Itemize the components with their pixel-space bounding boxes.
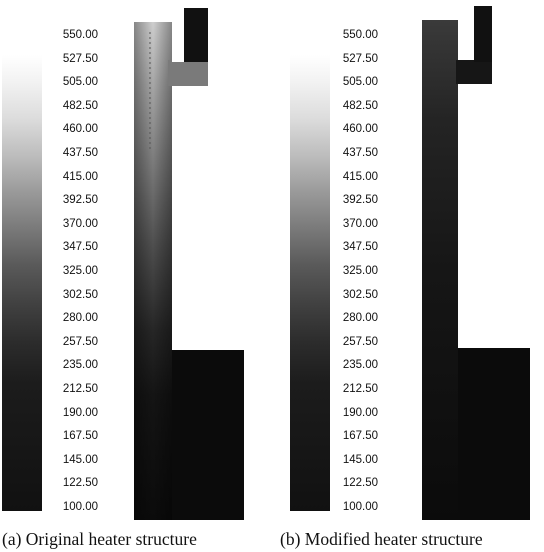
tick-label: 437.50 — [342, 146, 378, 159]
tick-label: 437.50 — [62, 146, 98, 159]
tick-label: 325.00 — [62, 264, 98, 277]
tick-label: 302.50 — [342, 288, 378, 301]
heater-temperature-field — [422, 6, 530, 520]
tick-label: 415.00 — [62, 170, 98, 183]
tick-label: 460.00 — [62, 123, 98, 136]
heater-upper-block — [184, 8, 208, 62]
tick-label: 370.00 — [342, 217, 378, 230]
tick-label: 482.50 — [62, 99, 98, 112]
tick-label: 302.50 — [62, 288, 98, 301]
tick-label: 527.50 — [342, 52, 378, 65]
tick-label: 280.00 — [62, 312, 98, 325]
tick-label: 505.00 — [62, 76, 98, 89]
tick-label: 235.00 — [342, 359, 378, 372]
tick-label: 122.50 — [62, 477, 98, 490]
tick-label: 167.50 — [62, 430, 98, 443]
tick-label: 122.50 — [342, 477, 378, 490]
colorbar-tick-labels: 550.00 527.50 505.00 482.50 460.00 437.5… — [330, 24, 378, 519]
tick-label: 482.50 — [342, 99, 378, 112]
heater-base — [458, 348, 530, 520]
heater-arm — [168, 60, 208, 86]
tick-label: 347.50 — [62, 241, 98, 254]
tick-label: 347.50 — [342, 241, 378, 254]
tick-label: 235.00 — [62, 359, 98, 372]
tick-label: 415.00 — [342, 170, 378, 183]
tick-label: 370.00 — [62, 217, 98, 230]
caption-modified: (b) Modified heater structure — [280, 529, 483, 549]
heater-arm — [456, 60, 492, 84]
heater-column-shade — [134, 22, 172, 520]
panel-modified: 550.00 527.50 505.00 482.50 460.00 437.5… — [272, 0, 544, 552]
tick-label: 212.50 — [62, 382, 98, 395]
temperature-colorbar — [2, 55, 42, 511]
tick-label: 325.00 — [342, 264, 378, 277]
tick-label: 190.00 — [62, 406, 98, 419]
heater-base — [172, 350, 244, 520]
heater-temperature-field — [134, 8, 244, 520]
tick-label: 505.00 — [342, 76, 378, 89]
tick-label: 550.00 — [342, 29, 378, 41]
tick-label: 145.00 — [62, 453, 98, 466]
tick-label: 527.50 — [62, 52, 98, 65]
tick-label: 460.00 — [342, 123, 378, 136]
tick-label: 257.50 — [342, 335, 378, 348]
tick-label: 257.50 — [62, 335, 98, 348]
heater-notch — [172, 22, 184, 62]
tick-label: 280.00 — [342, 312, 378, 325]
tick-label: 100.00 — [62, 500, 98, 513]
panel-original: 550.00 527.50 505.00 482.50 460.00 437.5… — [2, 8, 244, 549]
tick-label: 392.50 — [62, 194, 98, 207]
tick-label: 145.00 — [342, 453, 378, 466]
heater-column — [422, 20, 458, 520]
heater-notch — [458, 20, 474, 60]
colorbar-tick-labels: 550.00 527.50 505.00 482.50 460.00 437.5… — [50, 24, 98, 519]
heater-upper-block — [474, 6, 492, 62]
tick-label: 100.00 — [342, 500, 378, 513]
tick-label: 167.50 — [342, 430, 378, 443]
caption-original: (a) Original heater structure — [2, 529, 197, 549]
temperature-colorbar — [290, 55, 330, 511]
tick-label: 190.00 — [342, 406, 378, 419]
tick-label: 550.00 — [62, 29, 98, 41]
tick-label: 392.50 — [342, 194, 378, 207]
tick-label: 212.50 — [342, 382, 378, 395]
